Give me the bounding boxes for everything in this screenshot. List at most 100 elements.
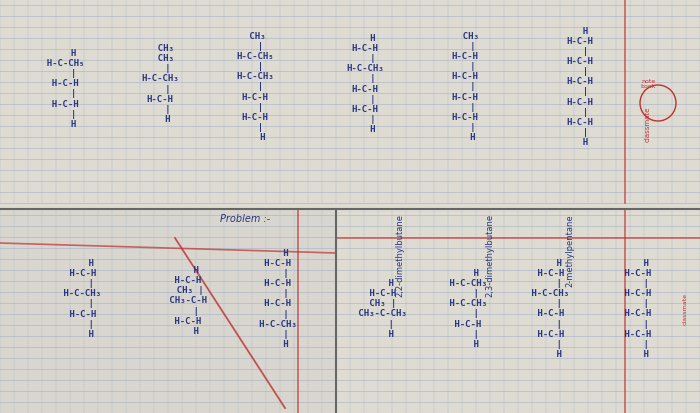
- Text: H-C-H: H-C-H: [452, 52, 478, 61]
- Text: |: |: [535, 319, 561, 328]
- Text: H-C-H: H-C-H: [619, 268, 651, 278]
- Text: classmate: classmate: [645, 106, 651, 141]
- Text: H: H: [367, 329, 393, 338]
- Text: H: H: [44, 119, 76, 128]
- Text: |: |: [622, 319, 648, 328]
- Text: H-C-CH₃: H-C-CH₃: [526, 289, 570, 298]
- Text: H-C-H: H-C-H: [248, 299, 291, 308]
- Text: CH₃: CH₃: [146, 44, 174, 53]
- Text: |: |: [454, 62, 476, 71]
- Text: |: |: [572, 87, 588, 96]
- Text: H-C-CH₃: H-C-CH₃: [346, 64, 384, 73]
- Text: H: H: [354, 124, 376, 133]
- Text: H-C-H: H-C-H: [64, 309, 96, 318]
- Text: |: |: [452, 329, 478, 338]
- Text: |: |: [44, 69, 76, 78]
- Text: |: |: [572, 67, 588, 76]
- Text: |: |: [354, 94, 376, 103]
- Text: |: |: [251, 329, 289, 338]
- Text: classmate: classmate: [682, 292, 687, 324]
- Text: H-C-H: H-C-H: [248, 259, 291, 268]
- Text: |: |: [454, 42, 476, 51]
- Text: H: H: [452, 339, 478, 348]
- Text: H-C-H: H-C-H: [64, 268, 96, 278]
- Text: H-C-H: H-C-H: [351, 44, 379, 53]
- Text: |: |: [149, 64, 171, 73]
- Text: H: H: [172, 266, 198, 275]
- Text: |: |: [172, 306, 198, 315]
- Text: H: H: [622, 259, 648, 268]
- Text: |: |: [622, 279, 648, 287]
- Text: H-C-H: H-C-H: [452, 112, 478, 121]
- Text: 2,2-dimethylbutane: 2,2-dimethylbutane: [395, 214, 405, 296]
- Text: H-C-H: H-C-H: [619, 329, 651, 338]
- Text: H-C-H: H-C-H: [241, 112, 268, 121]
- Text: |: |: [251, 289, 289, 298]
- Text: |: |: [44, 109, 76, 119]
- Text: |: |: [535, 339, 561, 348]
- Text: H-C-CH₅: H-C-CH₅: [36, 59, 84, 68]
- Text: H-C-H: H-C-H: [566, 77, 594, 86]
- Text: CH₃: CH₃: [452, 32, 478, 41]
- Text: H-C-CH₃: H-C-CH₃: [444, 299, 486, 308]
- Text: H-C-H: H-C-H: [364, 289, 396, 298]
- Text: CH₃ |: CH₃ |: [364, 299, 396, 308]
- Text: H-C-H: H-C-H: [146, 94, 174, 103]
- Text: H-C-H: H-C-H: [566, 57, 594, 66]
- Text: 2,3-dimethylbutane: 2,3-dimethylbutane: [486, 214, 494, 297]
- Text: H-C-H: H-C-H: [351, 84, 379, 93]
- Text: |: |: [572, 128, 588, 136]
- Text: H-C-H: H-C-H: [351, 104, 379, 114]
- Text: H: H: [535, 259, 561, 268]
- Text: H: H: [622, 349, 648, 358]
- Text: note
book: note book: [640, 78, 656, 89]
- Text: H-C-CH₃: H-C-CH₃: [243, 319, 297, 328]
- Text: |: |: [247, 62, 263, 71]
- Text: H-C-H: H-C-H: [169, 275, 201, 285]
- Text: |: |: [66, 279, 93, 287]
- Text: H: H: [572, 27, 588, 36]
- Text: H-C-H: H-C-H: [41, 79, 79, 88]
- Text: |: |: [572, 47, 588, 56]
- Text: H: H: [354, 34, 376, 43]
- Text: |: |: [247, 42, 263, 51]
- Text: |: |: [454, 82, 476, 91]
- Text: H-C-H: H-C-H: [566, 97, 594, 106]
- Text: |: |: [354, 74, 376, 83]
- Text: |: |: [454, 123, 476, 131]
- Text: |: |: [66, 319, 93, 328]
- Text: CH₃: CH₃: [244, 32, 266, 41]
- Text: CH₃-C-H: CH₃-C-H: [164, 296, 206, 305]
- Text: H-C-H: H-C-H: [532, 329, 564, 338]
- Text: |: |: [66, 299, 93, 308]
- Text: H-C-H: H-C-H: [452, 72, 478, 81]
- Text: |: |: [247, 123, 263, 131]
- Text: H-C-CH₃: H-C-CH₃: [59, 289, 102, 298]
- Text: |: |: [535, 279, 561, 287]
- Text: H-C-H: H-C-H: [532, 268, 564, 278]
- Text: H-C-CH₃: H-C-CH₃: [236, 72, 274, 81]
- Text: H-C-H: H-C-H: [449, 319, 481, 328]
- Text: H: H: [244, 133, 266, 142]
- Text: H: H: [66, 259, 93, 268]
- Text: CH₃ |: CH₃ |: [166, 286, 204, 294]
- Text: H-C-H: H-C-H: [619, 289, 651, 298]
- Text: H: H: [452, 268, 478, 278]
- Text: H: H: [251, 249, 289, 257]
- Text: H-C-H: H-C-H: [532, 309, 564, 318]
- Text: |: |: [622, 299, 648, 308]
- Text: |: |: [535, 299, 561, 308]
- Text: H-C-H: H-C-H: [169, 316, 201, 325]
- FancyBboxPatch shape: [0, 0, 700, 209]
- Text: H: H: [172, 326, 198, 335]
- Text: H: H: [367, 279, 393, 287]
- Text: H-C-H: H-C-H: [566, 117, 594, 126]
- Text: H-C-CH₃: H-C-CH₃: [141, 74, 178, 83]
- Text: H-C-H: H-C-H: [41, 100, 79, 108]
- Text: |: |: [354, 114, 376, 123]
- Text: Problem :-: Problem :-: [220, 214, 270, 223]
- Text: |: |: [454, 102, 476, 112]
- Text: |: |: [149, 84, 171, 93]
- FancyBboxPatch shape: [336, 209, 700, 413]
- Text: H: H: [535, 349, 561, 358]
